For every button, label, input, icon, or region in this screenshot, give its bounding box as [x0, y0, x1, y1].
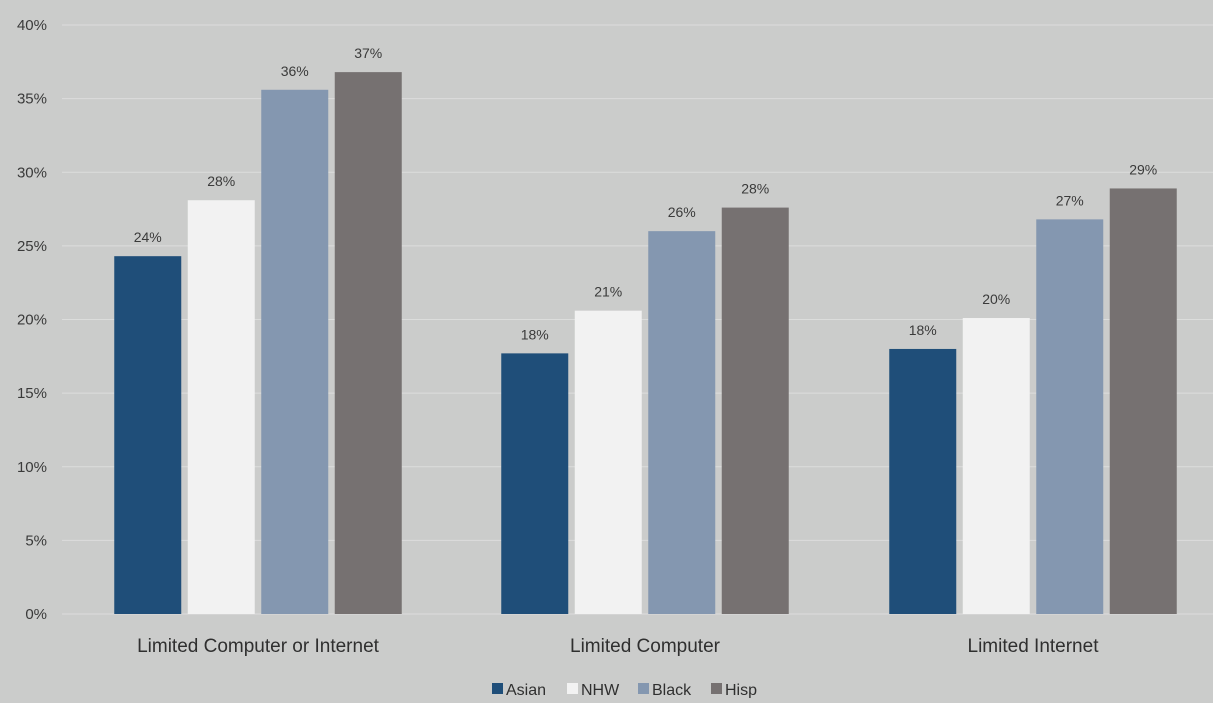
bar-asian-1 [114, 256, 182, 614]
bar-nhw-2 [574, 310, 642, 614]
y-tick-label: 35% [17, 91, 47, 108]
data-label: 20% [982, 291, 1010, 307]
x-tick-label: Limited Computer or Internet [137, 636, 380, 657]
legend-label-black: Black [652, 682, 692, 698]
x-axis: Limited Computer or Internet Limited Comp… [137, 636, 1099, 657]
data-label: 28% [207, 173, 235, 189]
legend: Asian NHW Black Hisp [492, 682, 757, 699]
data-labels: 24% 28% 36% 37% 18% 21% 26% 28% 18% 20% 27% 29% [134, 45, 1158, 342]
y-tick-label: 5% [25, 532, 47, 549]
y-tick-label: 0% [25, 606, 47, 623]
legend-swatch-asian [492, 683, 503, 694]
y-tick-label: 25% [17, 238, 47, 255]
bar-asian-2 [501, 353, 569, 614]
legend-label-asian: Asian [506, 682, 546, 698]
legend-label-nhw: NHW [581, 682, 620, 698]
bar-nhw-3 [962, 318, 1030, 614]
data-label: 26% [668, 204, 696, 220]
data-label: 36% [281, 63, 309, 79]
bar-black-3 [1036, 219, 1104, 614]
bar-black-2 [648, 231, 716, 614]
data-label: 18% [909, 322, 937, 338]
y-tick-label: 30% [17, 164, 47, 181]
bar-hisp-2 [721, 207, 789, 614]
data-label: 29% [1129, 161, 1157, 177]
bar-asian-3 [889, 348, 957, 614]
x-tick-label: Limited Internet [968, 636, 1100, 657]
legend-swatch-hisp [711, 683, 722, 694]
y-tick-label: 15% [17, 385, 47, 402]
data-label: 21% [594, 284, 622, 300]
legend-swatch-nhw [567, 683, 578, 694]
legend-label-hisp: Hisp [725, 682, 757, 698]
y-tick-label: 20% [17, 312, 47, 329]
bars [114, 72, 1177, 615]
y-axis: 0% 5% 10% 15% 20% 25% 30% 35% 40% [17, 17, 47, 623]
x-tick-label: Limited Computer [570, 636, 721, 657]
bar-hisp-1 [334, 72, 402, 615]
data-label: 37% [354, 45, 382, 61]
data-label: 18% [521, 326, 549, 342]
bar-nhw-1 [187, 200, 255, 615]
y-tick-label: 10% [17, 459, 47, 476]
legend-swatch-black [638, 683, 649, 694]
y-tick-label: 40% [17, 17, 47, 34]
data-label: 24% [134, 229, 162, 245]
data-label: 27% [1056, 192, 1084, 208]
bar-black-1 [261, 89, 329, 615]
data-label: 28% [741, 181, 769, 197]
bar-hisp-3 [1109, 188, 1177, 614]
